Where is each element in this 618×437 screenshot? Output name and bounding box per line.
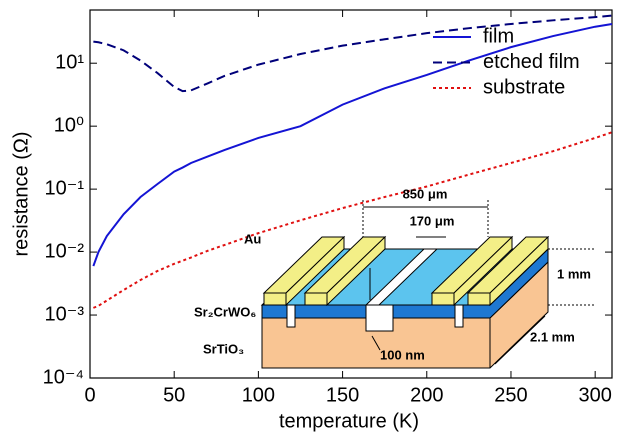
- x-tick-label: 150: [326, 384, 359, 406]
- material-label: Au: [244, 231, 261, 246]
- x-tick-label: 0: [84, 384, 95, 406]
- dimension-lines: [362, 200, 595, 365]
- y-tick-label: 10⁰: [54, 114, 84, 136]
- etch-slot: [454, 304, 464, 328]
- dimension-label: 170 μm: [410, 213, 455, 228]
- y-tick-label: 10⁻²: [45, 240, 85, 262]
- dimension-label: 2.1 mm: [530, 329, 575, 344]
- x-tick-label: 300: [578, 384, 611, 406]
- x-tick-label: 50: [163, 384, 185, 406]
- x-axis-label: temperature (K): [279, 410, 419, 432]
- y-tick-label: 10⁻¹: [45, 177, 85, 199]
- dimension-label: 850 μm: [403, 186, 448, 201]
- material-label: Sr₂CrWO₆: [194, 304, 256, 319]
- y-tick-label: 10¹: [55, 51, 84, 73]
- x-tick-label: 100: [242, 384, 275, 406]
- data-line: [93, 14, 613, 93]
- etch-slot: [286, 304, 296, 328]
- etch-slot: [365, 304, 394, 332]
- dimension-label: 100 nm: [380, 347, 425, 362]
- y-tick-label: 10⁻⁴: [43, 366, 84, 388]
- legend-label: etched film: [483, 51, 580, 73]
- material-label: SrTiO₃: [203, 341, 244, 356]
- x-tick-label: 250: [494, 384, 527, 406]
- y-tick-label: 10⁻³: [45, 303, 85, 325]
- dimension-label: 1 mm: [557, 266, 591, 281]
- inset-diagram: 850 μm 170 μm Au Sr₂CrWO₆ SrTiO₃ 100 nm …: [194, 186, 595, 369]
- legend-label: substrate: [483, 76, 565, 98]
- plot-area: 0 50 100 150 200 250 300 10⁻⁴ 10⁻³ 10⁻² 10⁻¹ 10⁰ 10¹…: [43, 9, 613, 406]
- y-axis-label: resistance (Ω): [10, 132, 32, 257]
- x-tick-label: 200: [410, 384, 443, 406]
- data-line: [92, 131, 613, 309]
- data-line: [92, 22, 613, 267]
- plot-frame: [89, 9, 613, 379]
- electrodes: [262, 235, 550, 307]
- legend-label: film: [483, 25, 514, 47]
